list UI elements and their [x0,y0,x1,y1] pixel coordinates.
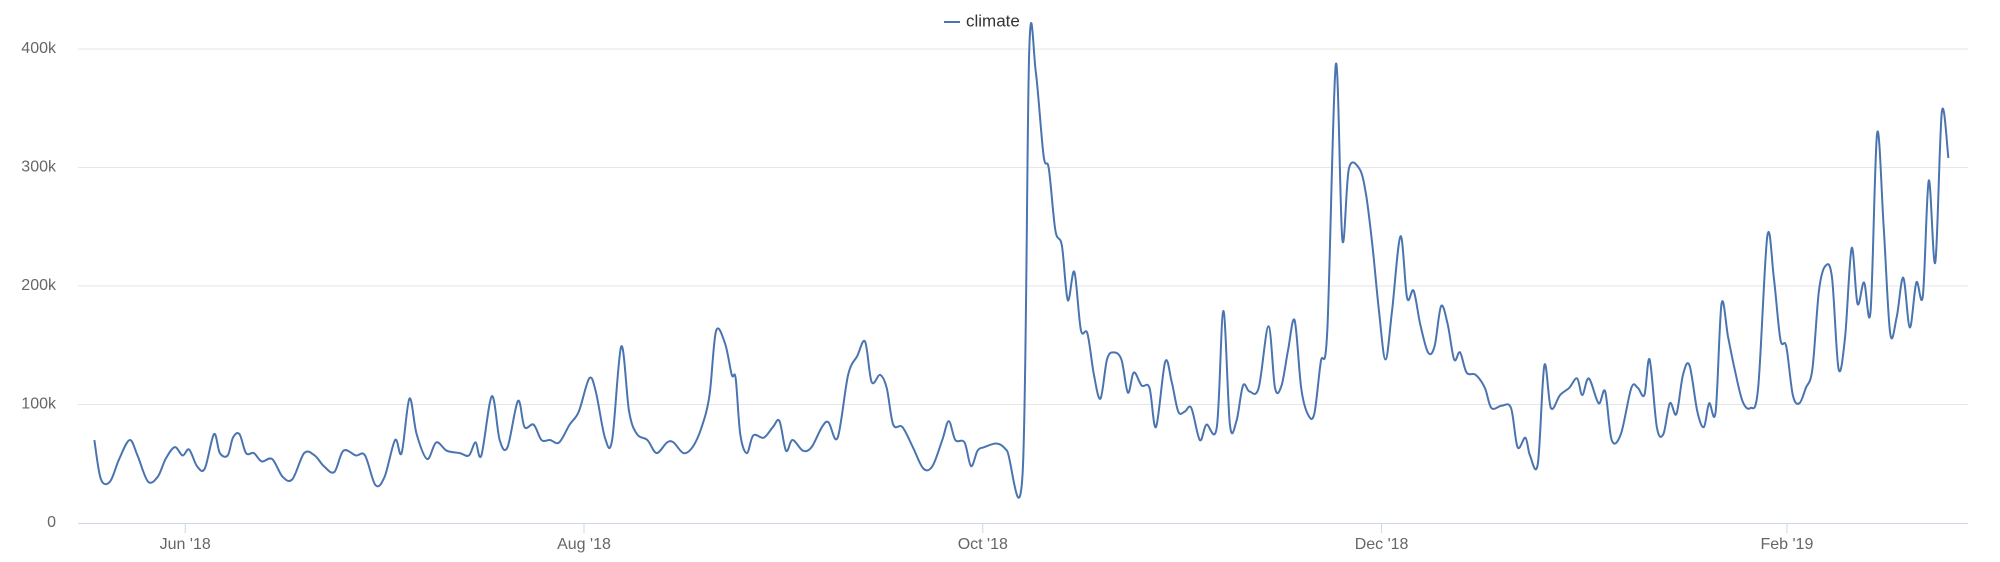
x-tick-label: Dec '18 [1355,536,1409,553]
y-tick-label: 300k [21,159,57,176]
y-tick-label: 100k [21,396,57,413]
line-series [93,21,1950,499]
x-tick-label: Aug '18 [557,536,611,553]
y-tick-label: 200k [21,277,57,294]
x-tick-label: Feb '19 [1760,536,1813,553]
x-tick-label: Jun '18 [160,536,211,553]
y-tick-label: 400k [21,40,57,57]
x-tick-label: Oct '18 [958,536,1008,553]
legend-label: climate [966,11,1020,30]
y-tick-label: 0 [47,514,56,531]
